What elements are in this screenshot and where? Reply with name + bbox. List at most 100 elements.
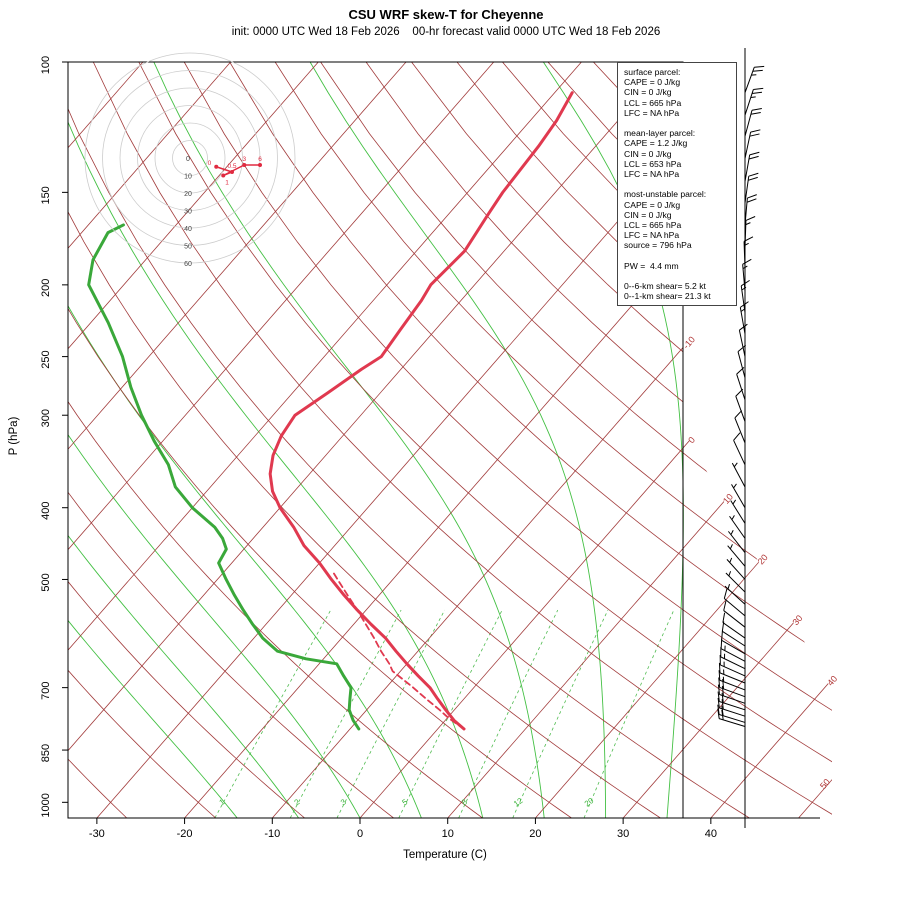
mixing-ratio-label: 5 (401, 797, 410, 807)
moist-adiabat-line (153, 62, 545, 818)
wind-barb (720, 646, 746, 670)
wind-barb (725, 571, 746, 593)
wind-barb (744, 87, 764, 116)
wind-barb (717, 697, 746, 717)
dry-adiabat-line (274, 62, 832, 818)
surface_parcel-profile (332, 572, 465, 730)
mixing-ratio-label: 1 (218, 797, 227, 807)
pressure-tick-label: 850 (40, 744, 52, 762)
wind-barb (737, 344, 746, 378)
temp-tick-label: -20 (177, 828, 193, 840)
info-line: CAPE = 0 J/kg (624, 77, 681, 88)
hodograph-point (221, 173, 226, 178)
info-line: LCL = 665 hPa (624, 220, 682, 231)
wind-barb (727, 544, 746, 567)
chart-subtitle: init: 0000 UTC Wed 18 Feb 2026 00-hr for… (231, 26, 661, 38)
info-line: CAPE = 1.2 J/kg (624, 138, 688, 149)
mixing-ratio-label: 8 (460, 797, 469, 807)
info-line: mean-layer parcel: (624, 128, 696, 139)
moist-adiabat-line (68, 62, 238, 818)
info-line (624, 271, 736, 281)
wind-barb (718, 677, 746, 698)
chart-title: CSU WRF skew-T for Cheyenne (348, 7, 544, 22)
isotherm-label: 0 (686, 435, 697, 445)
wind-barb (717, 708, 746, 728)
wind-barb (717, 691, 746, 711)
wind-barb (744, 216, 756, 248)
moist-adiabat-line (68, 62, 361, 818)
wind-barb (723, 588, 746, 617)
info-line (624, 118, 736, 128)
hodograph-point (258, 163, 262, 167)
wind-barb (718, 662, 746, 684)
isotherm-label: 50 (818, 777, 832, 791)
temp-tick-label: 0 (357, 828, 363, 840)
isotherm-line (798, 62, 832, 818)
temp-tick-label: -10 (264, 828, 280, 840)
hodograph-ring-label: 60 (184, 261, 192, 268)
info-line: CAPE = 0 J/kg (624, 199, 681, 210)
info-line (624, 251, 736, 261)
info-line: LFC = NA hPa (624, 169, 680, 180)
dry-adiabat-line (320, 62, 832, 818)
mixing-ratio-line (458, 609, 559, 818)
dry-adiabat-line (92, 62, 832, 818)
mixing-ratio-label: 2 (293, 797, 302, 807)
hodograph: 0 10 20 30 40 50 60 0 0.5 1 3 6 (84, 52, 296, 268)
wind-barb (731, 462, 746, 488)
x-axis-label: Temperature (C) (403, 849, 487, 861)
dry-adiabat-line (68, 62, 305, 818)
hodograph-point-label: 1 (225, 180, 229, 187)
pressure-tick-label: 1000 (40, 793, 52, 817)
dry-adiabat-line (365, 62, 832, 818)
dry-adiabat-line (68, 62, 572, 818)
hodograph-ring-label: 0 (186, 156, 190, 163)
wind-barb (724, 584, 746, 605)
info-line: CIN = 0 J/kg (624, 148, 672, 159)
pressure-tick-label: 100 (40, 56, 52, 74)
hodograph-point-label: 6 (258, 156, 262, 163)
isotherm-label: 30 (790, 613, 804, 627)
hodograph-ring (154, 122, 226, 194)
wind-barb (740, 279, 750, 313)
temp-tick-label: 20 (529, 828, 541, 840)
wind-barb (730, 499, 746, 524)
wind-barb (744, 194, 757, 225)
moist-adiabat-line (68, 62, 422, 818)
hodograph-ring (172, 140, 208, 176)
background-grid (68, 62, 832, 818)
hodograph-point (214, 164, 219, 169)
parcel-info-box: surface parcel: CAPE = 0 J/kg CIN = 0 J/kg… (617, 62, 737, 306)
moist-adiabat-line (309, 62, 607, 818)
temp-tick-label: 10 (442, 828, 454, 840)
wind-barb (718, 670, 746, 691)
wind-barb (727, 529, 746, 553)
dry-adiabat-line (183, 62, 832, 818)
wind-barb (744, 107, 762, 137)
mixing-ratio-label: 20 (583, 796, 596, 809)
wind-barb (717, 684, 746, 704)
mixing-ratio-line (398, 609, 503, 818)
pressure-tick-label: 700 (40, 681, 52, 699)
mixing-ratio-label: 3 (339, 797, 348, 807)
y-axis-label: P (hPa) (8, 416, 20, 456)
info-line: 0--6-km shear= 5.2 kt (624, 281, 706, 292)
isotherm-line (271, 62, 832, 818)
mixing-ratio-line (583, 609, 675, 818)
pressure-tick-label: 150 (40, 186, 52, 204)
moist-adiabat-line (68, 62, 299, 818)
moist-adiabat-line (68, 62, 484, 818)
hodograph-ring-label: 50 (184, 244, 192, 251)
wind-barb (723, 600, 746, 628)
hodograph-ring-label: 10 (184, 174, 192, 181)
temp-tick-label: -30 (89, 828, 105, 840)
moist-adiabat-line (542, 62, 684, 818)
wind-barb (721, 630, 746, 655)
pressure-tick-label: 250 (40, 350, 52, 368)
isotherm-line (68, 62, 231, 818)
info-line: CIN = 0 J/kg (624, 209, 672, 220)
dry-adiabat-line (68, 62, 483, 818)
isotherm-line (535, 62, 832, 818)
info-line: LCL = 653 hPa (624, 158, 682, 169)
